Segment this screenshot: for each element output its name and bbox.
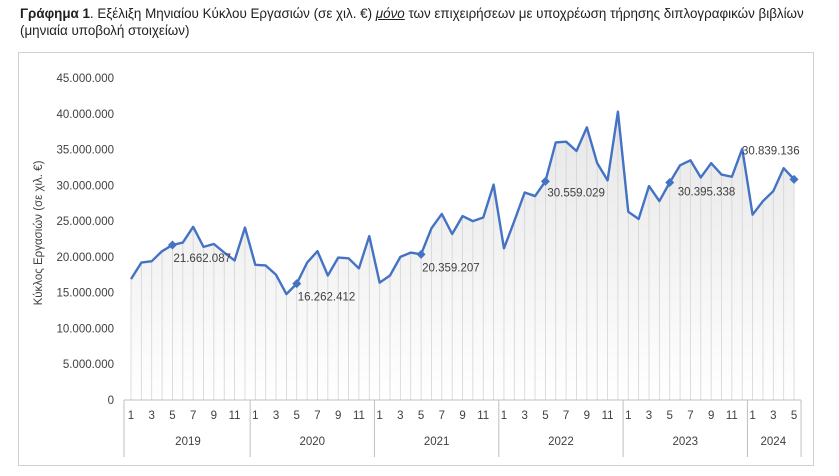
y-axis-title: Κύκλος Εργασιών (σε χιλ. €) — [33, 160, 45, 305]
x-month-label: 7 — [687, 410, 693, 422]
markers-group — [167, 174, 799, 289]
point-marker — [789, 174, 799, 184]
x-year-label: 2024 — [761, 436, 787, 448]
x-month-label: 5 — [542, 410, 548, 422]
series-line-group — [129, 110, 795, 296]
data-label: 20.359.207 — [422, 262, 480, 274]
point-marker — [665, 178, 675, 188]
data-labels-group: 21.662.087 16.262.412 20.359.207 30.559.029… — [173, 145, 799, 303]
point-marker — [292, 279, 302, 289]
y-tick-label: 0 — [108, 395, 114, 407]
y-tick-label: 5.000.000 — [63, 359, 114, 371]
y-tick-label: 30.000.000 — [56, 180, 114, 192]
x-month-label: 7 — [439, 410, 445, 422]
y-tick-label: 45.000.000 — [56, 73, 114, 85]
x-month-label: 11 — [353, 410, 365, 422]
x-month-label: 9 — [459, 410, 465, 422]
x-month-label: 1 — [128, 410, 134, 422]
data-label: 16.262.412 — [298, 292, 356, 304]
x-month-label: 7 — [190, 410, 196, 422]
y-tick-label: 40.000.000 — [56, 109, 114, 121]
x-month-label: 3 — [770, 410, 776, 422]
x-month-label: 1 — [376, 410, 382, 422]
y-tick-label: 25.000.000 — [56, 216, 114, 228]
y-tick-label: 35.000.000 — [56, 145, 114, 157]
x-month-label: 11 — [726, 410, 738, 422]
x-year-label: 2019 — [175, 436, 201, 448]
x-month-label: 11 — [602, 410, 614, 422]
point-marker — [167, 240, 177, 250]
x-year-label: 2020 — [300, 436, 326, 448]
x-month-label: 5 — [791, 410, 797, 422]
data-label: 21.662.087 — [173, 253, 231, 265]
chart-caption: Γράφημα 1. Εξέλιξη Μηνιαίου Κύκλου Εργασ… — [20, 5, 820, 39]
point-marker — [540, 176, 550, 186]
x-month-label: 1 — [749, 410, 755, 422]
x-year-label: 2021 — [424, 436, 450, 448]
x-month-label: 11 — [229, 410, 241, 422]
x-month-label: 11 — [477, 410, 489, 422]
x-month-label: 7 — [563, 410, 569, 422]
series-line — [129, 110, 795, 296]
x-month-label: 9 — [708, 410, 714, 422]
caption-lead: Γράφημα 1 — [20, 6, 90, 21]
x-year-label: 2023 — [672, 436, 698, 448]
x-month-label: 1 — [501, 410, 507, 422]
y-tick-label: 15.000.000 — [56, 288, 114, 300]
x-month-label: 5 — [169, 410, 175, 422]
y-axis: 0 5.000.000 10.000.000 15.000.000 20.000.000… — [56, 73, 114, 407]
caption-text-2: των επιχειρήσεων με υποχρέωση τήρησης δι… — [20, 6, 804, 38]
x-month-label: 3 — [646, 410, 652, 422]
y-tick-label: 20.000.000 — [56, 252, 114, 264]
point-marker — [416, 249, 426, 259]
x-month-label: 1 — [252, 410, 258, 422]
x-month-label: 5 — [294, 410, 300, 422]
caption-text-1: . Εξέλιξη Μηνιαίου Κύκλου Εργασιών (σε χ… — [89, 6, 376, 21]
data-label: 30.839.136 — [742, 145, 800, 157]
y-tick-label: 10.000.000 — [56, 323, 114, 335]
data-label: 30.395.338 — [678, 187, 736, 199]
x-month-label: 3 — [149, 410, 155, 422]
data-label: 30.559.029 — [547, 187, 605, 199]
x-month-label: 5 — [667, 410, 673, 422]
x-month-label: 9 — [584, 410, 590, 422]
x-month-label: 9 — [211, 410, 217, 422]
drop-lines-group — [130, 111, 795, 400]
caption-emphasis: μόνο — [375, 6, 405, 21]
x-month-label: 5 — [418, 410, 424, 422]
x-month-label: 1 — [625, 410, 631, 422]
x-month-label: 3 — [273, 410, 279, 422]
x-month-label: 7 — [314, 410, 320, 422]
x-month-label: 3 — [521, 410, 527, 422]
x-month-label: 9 — [335, 410, 341, 422]
x-month-label: 3 — [397, 410, 403, 422]
x-year-label: 2022 — [548, 436, 574, 448]
